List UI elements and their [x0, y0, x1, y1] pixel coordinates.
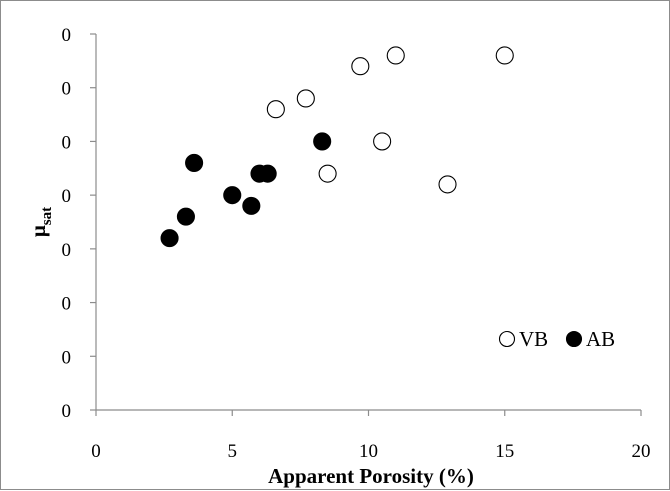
y-tick-label: 0 [62, 401, 72, 422]
point-ab [176, 207, 195, 226]
point-ab [185, 153, 204, 172]
point-ab [313, 132, 332, 151]
legend-label-ab: AB [586, 327, 615, 351]
legend-label-vb: VB [519, 327, 548, 351]
point-vb [373, 132, 392, 151]
legend-marker-vb [498, 330, 516, 348]
y-axis-title-sub: sat [39, 207, 55, 225]
y-tick-label: 0 [62, 25, 72, 46]
x-tick-label: 20 [632, 441, 651, 462]
legend: VB AB [498, 327, 615, 351]
point-ab [242, 196, 261, 215]
y-tick-label: 0 [62, 79, 72, 100]
point-ab [160, 229, 179, 248]
x-tick-label: 5 [228, 441, 238, 462]
x-tick-label: 0 [91, 441, 101, 462]
x-axis-title: Apparent Porosity (%) [268, 464, 474, 488]
x-tick-labels: 0 5 10 15 20 [91, 410, 651, 462]
y-tick-label: 0 [62, 186, 72, 207]
legend-marker-ab [565, 330, 583, 348]
point-vb [296, 89, 315, 108]
y-tick-label: 0 [62, 240, 72, 261]
plot-area [95, 34, 641, 411]
point-vb [495, 46, 514, 65]
point-ab [223, 186, 242, 205]
y-axis-title: μsat [26, 207, 55, 237]
point-vb [438, 175, 457, 194]
point-ab [258, 164, 277, 183]
point-vb [318, 164, 337, 183]
x-tick-label: 15 [495, 441, 514, 462]
point-vb [266, 100, 285, 119]
y-tick-label: 0 [62, 132, 72, 153]
x-tick-label: 10 [359, 441, 378, 462]
point-vb [351, 57, 370, 76]
y-tick-label: 0 [62, 294, 72, 315]
point-vb [386, 46, 405, 65]
y-tick-labels: 0 0 0 0 0 0 0 0 [62, 25, 96, 422]
y-tick-label: 0 [62, 347, 72, 368]
y-axis-title-main: μ [26, 225, 50, 237]
data-points [160, 46, 514, 248]
